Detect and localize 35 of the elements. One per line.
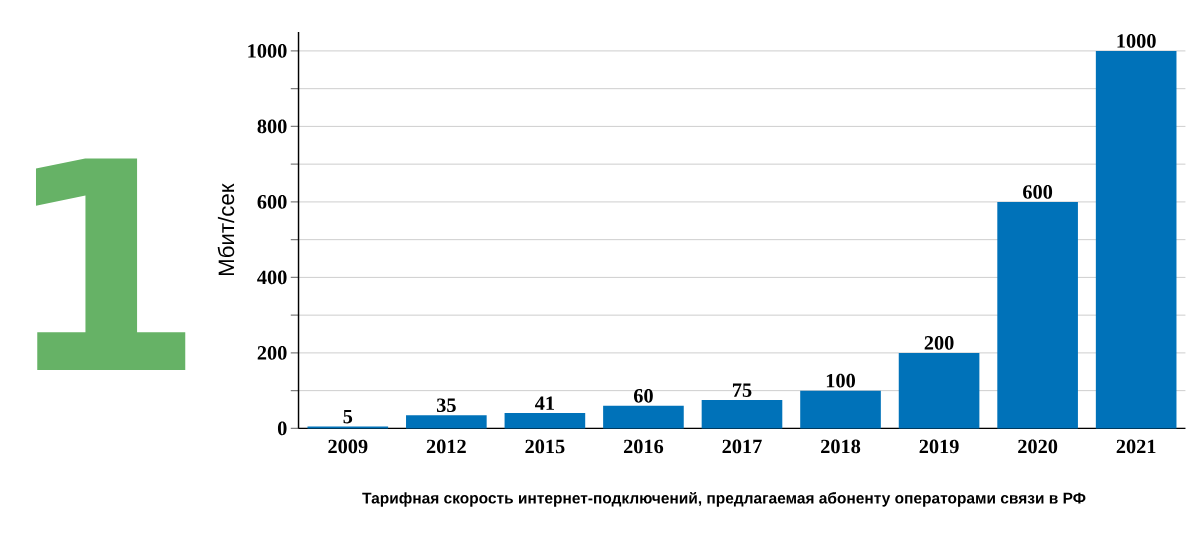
x-tick-label: 2020: [1018, 439, 1058, 454]
x-tick-label: 2015: [525, 439, 565, 454]
y-tick-label: 600: [257, 195, 287, 209]
bar: [504, 413, 586, 429]
text: Тарифная скорость интернет-подключений, предлагаемая абоненту операторами связи в РФ: [362, 492, 1086, 507]
y-axis-title: Мбит/сек: [217, 183, 235, 276]
x-tick-label: 2019: [919, 439, 959, 454]
y-tick-label: 800: [257, 119, 287, 134]
x-tick-label: 2009: [328, 439, 368, 454]
x-tick-label: 2018: [821, 439, 861, 454]
x-tick-label: 2017: [722, 439, 762, 454]
bar: [800, 390, 881, 429]
data-label: 1000: [1117, 34, 1156, 48]
data-label: 200: [924, 336, 954, 350]
data-label: 5: [343, 410, 353, 424]
bar: [603, 405, 684, 429]
data-label: 600: [1023, 185, 1053, 199]
y-tick-label: 400: [257, 270, 287, 285]
bar: [997, 202, 1078, 429]
data-label: 60: [633, 389, 653, 403]
x-tick-label: 2016: [623, 439, 664, 454]
data-label: 41: [535, 396, 554, 410]
y-tick-label: 0: [277, 421, 287, 436]
y-tick-label: 1000: [248, 44, 287, 58]
bar: [406, 415, 487, 429]
data-label: 35: [436, 398, 456, 413]
data-label: 100: [826, 373, 855, 388]
bar: [701, 400, 783, 429]
x-tick-label: 2021: [1116, 439, 1156, 454]
bar: [898, 353, 980, 429]
y-tick-label: 200: [257, 346, 287, 360]
text: 1: [35, 158, 186, 371]
data-label: 75: [732, 383, 752, 398]
bar: [1095, 51, 1177, 429]
x-tick-label: 2012: [426, 439, 466, 454]
